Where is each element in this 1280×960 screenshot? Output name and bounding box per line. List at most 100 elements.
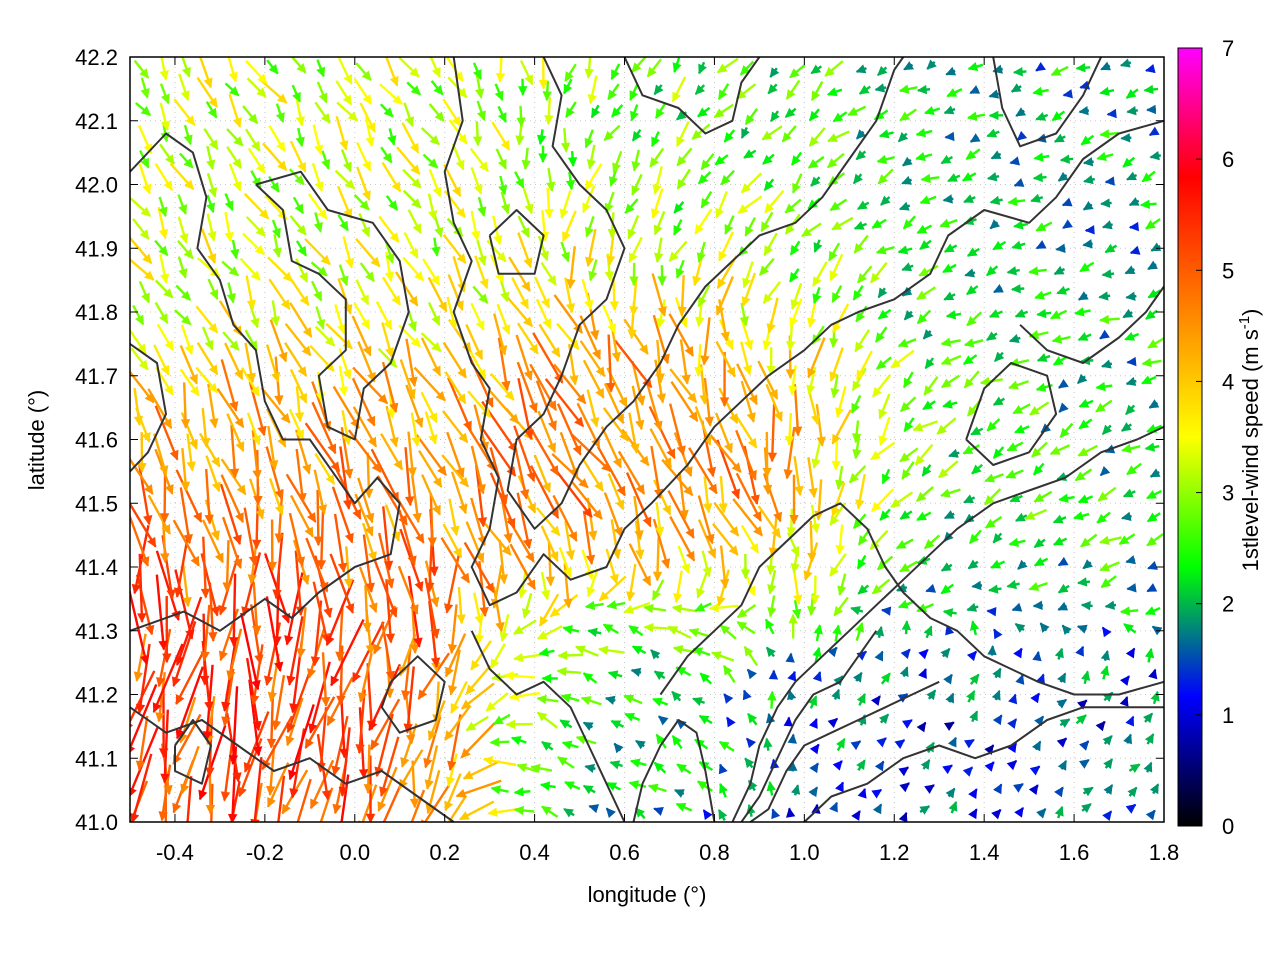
wind-vector-head [672, 91, 681, 103]
wind-vector-head [926, 689, 936, 701]
wind-vector-head [575, 735, 587, 745]
wind-vector-head [766, 646, 776, 658]
wind-vector-head [1095, 402, 1106, 413]
wind-vector-head [1032, 86, 1043, 97]
wind-vector-head [691, 129, 702, 140]
wind-vector-head [472, 136, 483, 147]
wind-vector-head [984, 761, 995, 772]
wind-vector-head [470, 659, 480, 671]
wind-vector-shaft [198, 725, 227, 800]
wind-vector-head [833, 605, 844, 617]
x-tick-label: 1.4 [969, 840, 1000, 865]
wind-vector-head [1013, 783, 1024, 793]
wind-vector-head [317, 208, 328, 220]
wind-vector-head [529, 343, 539, 355]
wind-vector-head [251, 434, 261, 446]
wind-vector-shaft [252, 644, 264, 705]
wind-vector-head [180, 481, 191, 492]
wind-vector-head [731, 488, 741, 500]
wind-vector-head [248, 555, 259, 567]
wind-vector-head [719, 782, 728, 794]
wind-vector-head [361, 190, 371, 202]
wind-vector-head [874, 650, 883, 662]
wind-vector-head [550, 525, 561, 537]
wind-vector-head [740, 65, 751, 76]
wind-vector-head [965, 150, 977, 160]
wind-vector-head [677, 306, 687, 317]
wind-vector-head [1006, 266, 1018, 276]
wind-vector-head [708, 483, 718, 495]
wind-vector-head [986, 128, 998, 138]
wind-vector-head [485, 701, 497, 712]
wind-vector-head [794, 485, 804, 497]
wind-vector-head [1120, 511, 1132, 521]
wind-vector-head [296, 648, 306, 659]
wind-vector-head [147, 536, 157, 548]
wind-vector-head [759, 265, 770, 276]
wind-vector-head [890, 358, 901, 369]
wind-vector-head [1017, 559, 1028, 570]
wind-vector-head [877, 287, 888, 299]
wind-vector-head [1143, 761, 1153, 773]
wind-vector-head [590, 416, 600, 428]
wind-vector-shaft [288, 512, 304, 567]
wind-vector-head [894, 739, 906, 749]
wind-vector-head [1125, 803, 1137, 814]
wind-vector-head [391, 181, 401, 193]
wind-vector-head [345, 603, 355, 614]
wind-vector-head [388, 200, 398, 211]
wind-vector-head [636, 395, 646, 406]
wind-vector-head [872, 386, 882, 398]
wind-vector-head [767, 83, 778, 95]
wind-vector-head [143, 484, 154, 495]
wind-vector-head [702, 566, 712, 578]
wind-vector-head [988, 89, 1000, 99]
wind-vector-head [857, 787, 867, 799]
wind-vector-head [1099, 535, 1110, 545]
wind-vector-head [654, 252, 664, 264]
wind-vector-shaft [373, 605, 397, 654]
wind-vector-shaft [358, 689, 366, 754]
wind-vector-head [590, 329, 600, 341]
wind-vector-head [1150, 690, 1160, 702]
wind-vector-head [1104, 600, 1115, 610]
wind-vector-head [918, 267, 930, 277]
wind-vector-head [1122, 157, 1133, 168]
wind-vector-head [409, 248, 419, 259]
wind-vector-head [362, 345, 372, 357]
wind-vector-head [524, 74, 533, 86]
wind-vector-head [963, 494, 974, 503]
wind-vector-head [624, 712, 635, 722]
wind-vector-head [992, 396, 1004, 406]
wind-vector-head [694, 223, 704, 235]
wind-vector-head [878, 435, 888, 447]
wind-vector-head [855, 150, 867, 161]
wind-vector-head [767, 584, 777, 595]
wind-vector-head [484, 396, 494, 408]
wind-vector-head [1036, 308, 1047, 319]
wind-vector-head [966, 316, 977, 327]
wind-vector-head [585, 554, 596, 566]
wind-vector-head [366, 122, 376, 133]
wind-vector-head [485, 582, 495, 594]
wind-vector-head [592, 349, 601, 360]
wind-vector-head [339, 140, 349, 151]
wind-vector-head [410, 164, 421, 175]
wind-vector-head [186, 461, 196, 472]
wind-vector-head [166, 589, 176, 600]
wind-vector-shaft [304, 422, 341, 472]
wind-vector-head [254, 244, 265, 256]
wind-vector-head [360, 294, 369, 306]
wind-vector-head [204, 701, 214, 712]
wind-vector-head [856, 200, 868, 210]
wind-vector-shaft [529, 363, 557, 411]
wind-vector-head [446, 776, 456, 788]
wind-vector-head [714, 155, 726, 166]
wind-vector-head [323, 607, 333, 619]
wind-vector-shaft [137, 462, 151, 525]
wind-vector-head [898, 201, 910, 211]
wind-vector-head [720, 331, 730, 343]
wind-vector-head [697, 174, 709, 185]
wind-vector-head [1072, 511, 1084, 521]
wind-vector-head [206, 159, 216, 171]
